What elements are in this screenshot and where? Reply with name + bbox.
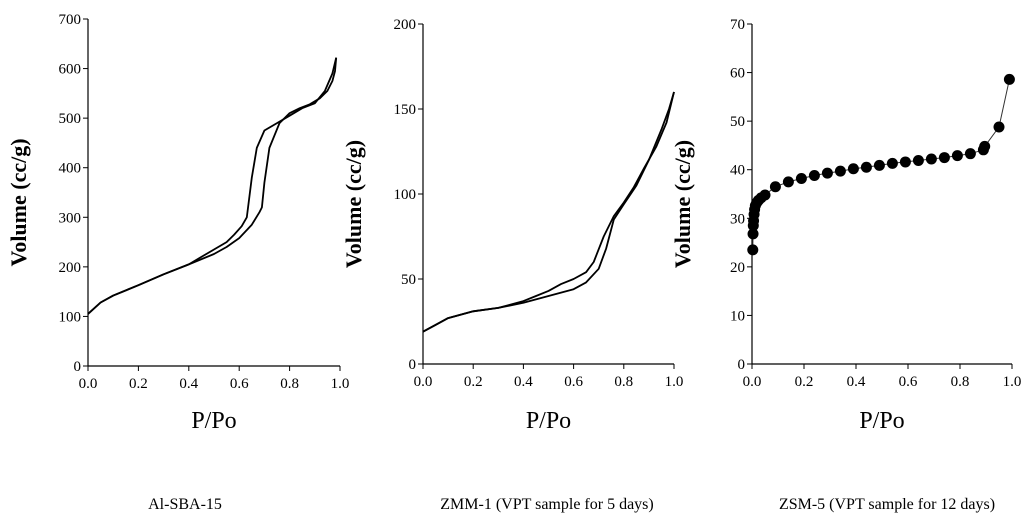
caption-zmm-1: ZMM-1 (VPT sample for 5 days) xyxy=(440,496,654,513)
y-tick-label-zmm-1: 200 xyxy=(394,17,417,33)
y-tick-label-zmm-1: 100 xyxy=(394,187,417,203)
x-axis-title-zmm-1: P/Po xyxy=(526,408,571,434)
y-tick-label-al-sba-15: 200 xyxy=(59,260,82,276)
chart-al-sba-15: 0 100 200 300 400 500 600 700 0.0 0.2 0.4 0.6 0.8 1.0… xyxy=(6,12,349,434)
data-point-zsm-5 xyxy=(795,172,807,184)
y-axis-title-al-sba-15: Volume (cc/g) xyxy=(6,138,31,266)
y-tick-label-al-sba-15: 300 xyxy=(59,210,82,226)
y-axis-title-zsm-5: Volume (cc/g) xyxy=(670,140,695,268)
data-point-zsm-5 xyxy=(821,167,833,179)
x-tick-label-al-sba-15: 0.4 xyxy=(179,376,198,392)
data-point-zsm-5 xyxy=(925,153,937,165)
data-point-zsm-5 xyxy=(993,121,1005,133)
series-line-al-sba-15-1 xyxy=(87,57,338,315)
x-tick-label-al-sba-15: 0.2 xyxy=(129,376,148,392)
y-tick-label-al-sba-15: 100 xyxy=(59,309,82,325)
y-tick-label-zsm-5: 50 xyxy=(730,114,745,130)
data-point-zsm-5 xyxy=(782,176,794,188)
y-tick-label-al-sba-15: 700 xyxy=(59,12,82,28)
y-axis-title-zmm-1: Volume (cc/g) xyxy=(341,140,366,268)
x-tick-label-zsm-5: 0.0 xyxy=(743,374,762,390)
x-tick-label-zmm-1: 0.4 xyxy=(514,374,533,390)
data-point-zsm-5 xyxy=(886,157,898,169)
x-axis-title-al-sba-15: P/Po xyxy=(191,408,236,434)
x-tick-label-zmm-1: 0.8 xyxy=(614,374,633,390)
data-point-zsm-5 xyxy=(847,163,859,175)
data-point-zsm-5 xyxy=(951,150,963,162)
data-point-zsm-5 xyxy=(964,148,976,160)
data-point-zsm-5 xyxy=(808,170,820,182)
chart-zsm-5: 0 10 20 30 40 50 60 70 0.0 0.2 0.4 0.6 0.8 1.0 P/Po Vol… xyxy=(670,17,1021,434)
series-line-al-sba-15-0 xyxy=(87,57,338,315)
y-tick-label-zmm-1: 50 xyxy=(401,272,416,288)
data-point-zsm-5 xyxy=(979,140,991,152)
x-tick-label-zsm-5: 1.0 xyxy=(1003,374,1022,390)
caption-al-sba-15: Al-SBA-15 xyxy=(148,496,222,513)
x-tick-label-al-sba-15: 1.0 xyxy=(331,376,350,392)
y-tick-label-zsm-5: 70 xyxy=(730,17,745,33)
x-tick-label-al-sba-15: 0.0 xyxy=(79,376,98,392)
y-tick-label-al-sba-15: 0 xyxy=(74,359,82,375)
caption-zsm-5: ZSM-5 (VPT sample for 12 days) xyxy=(778,496,996,513)
data-point-zsm-5 xyxy=(860,161,872,173)
data-point-zsm-5 xyxy=(834,165,846,177)
data-point-zsm-5 xyxy=(759,189,771,201)
data-point-zsm-5 xyxy=(873,159,885,171)
x-tick-label-zsm-5: 0.8 xyxy=(951,374,970,390)
chart-zmm-1: 0 50 100 150 200 0.0 0.2 0.4 0.6 0.8 1.0 P/Po Volume… xyxy=(341,17,683,434)
y-tick-label-zsm-5: 10 xyxy=(730,308,745,324)
x-tick-label-zsm-5: 0.4 xyxy=(847,374,866,390)
data-point-zsm-5 xyxy=(938,152,950,164)
y-tick-label-zmm-1: 150 xyxy=(394,102,417,118)
x-tick-label-zsm-5: 0.2 xyxy=(795,374,814,390)
data-point-zsm-5 xyxy=(1003,73,1015,85)
data-point-zsm-5 xyxy=(899,156,911,168)
series-line-zmm-1-0 xyxy=(422,91,675,333)
y-tick-label-zsm-5: 0 xyxy=(738,357,746,373)
data-point-zsm-5 xyxy=(747,244,759,256)
y-tick-label-zmm-1: 0 xyxy=(409,357,417,373)
y-tick-label-zsm-5: 40 xyxy=(730,163,745,179)
y-tick-label-zsm-5: 60 xyxy=(730,66,745,82)
y-tick-label-al-sba-15: 400 xyxy=(59,161,82,177)
data-point-zsm-5 xyxy=(747,228,759,240)
x-tick-label-zmm-1: 0.6 xyxy=(564,374,583,390)
series-line-zmm-1-1 xyxy=(422,91,675,333)
y-tick-label-al-sba-15: 500 xyxy=(59,111,82,127)
x-tick-label-zsm-5: 0.6 xyxy=(899,374,918,390)
x-axis-title-zsm-5: P/Po xyxy=(859,408,904,434)
x-tick-label-al-sba-15: 0.8 xyxy=(280,376,299,392)
y-tick-label-zsm-5: 30 xyxy=(730,211,745,227)
y-tick-label-al-sba-15: 600 xyxy=(59,62,82,78)
x-tick-label-al-sba-15: 0.6 xyxy=(230,376,249,392)
x-tick-label-zmm-1: 1.0 xyxy=(665,374,684,390)
x-tick-label-zmm-1: 0.0 xyxy=(414,374,433,390)
data-point-zsm-5 xyxy=(769,181,781,193)
x-tick-label-zmm-1: 0.2 xyxy=(464,374,483,390)
y-tick-label-zsm-5: 20 xyxy=(730,260,745,276)
data-point-zsm-5 xyxy=(912,154,924,166)
